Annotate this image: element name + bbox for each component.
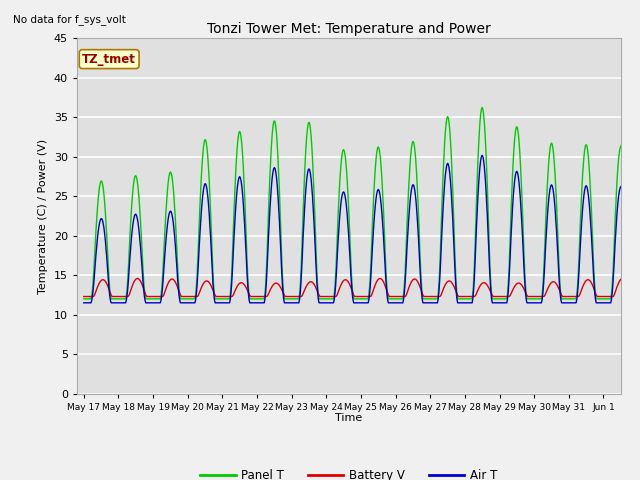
Y-axis label: Temperature (C) / Power (V): Temperature (C) / Power (V): [38, 138, 48, 294]
Legend: Panel T, Battery V, Air T: Panel T, Battery V, Air T: [195, 465, 502, 480]
Text: No data for f_sys_volt: No data for f_sys_volt: [13, 14, 125, 25]
X-axis label: Time: Time: [335, 413, 362, 423]
Title: Tonzi Tower Met: Temperature and Power: Tonzi Tower Met: Temperature and Power: [207, 22, 491, 36]
Text: TZ_tmet: TZ_tmet: [82, 53, 136, 66]
